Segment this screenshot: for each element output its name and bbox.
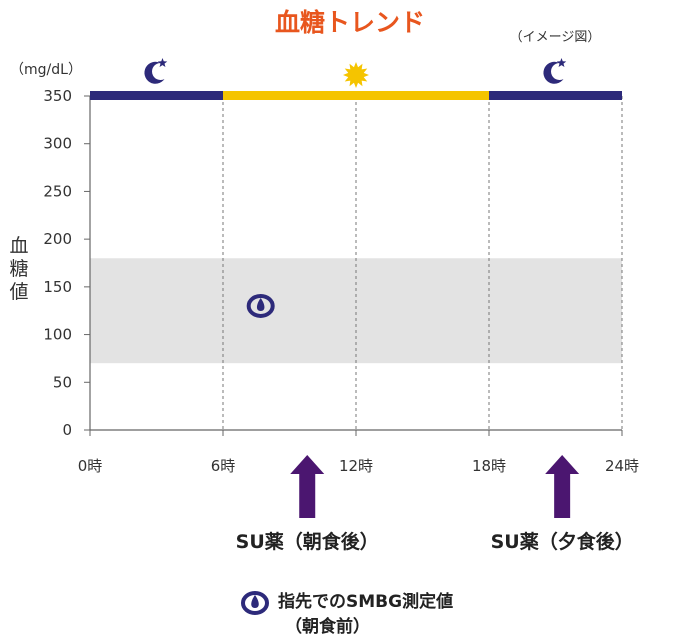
y-tick-label: 250 [43, 182, 72, 200]
drop-marker-shape [241, 591, 269, 615]
x-tick-label: 0時 [78, 457, 103, 475]
y-tick-label: 100 [43, 326, 72, 344]
moon-star-icon [144, 58, 168, 84]
y-unit-label: （mg/dL） [10, 62, 82, 78]
legend: 指先でのSMBG測定値 （朝食前） [241, 591, 453, 637]
x-tick-label: 6時 [211, 457, 236, 475]
medication-markers: SU薬（朝食後） SU薬（夕食後） [236, 455, 634, 553]
sun-icon [343, 62, 369, 88]
y-tick-label: 0 [62, 421, 72, 439]
x-ticks: 0時 6時 12時 18時 24時 [78, 430, 639, 475]
y-tick-label: 300 [43, 135, 72, 153]
day-night-bar [90, 58, 622, 100]
medication-label: SU薬（夕食後） [491, 530, 634, 553]
medication-marker: SU薬（夕食後） [491, 455, 634, 553]
y-tick-label: 50 [53, 373, 72, 391]
y-tick-label: 150 [43, 278, 72, 296]
legend-line-2: （朝食前） [285, 616, 370, 637]
drop-marker-icon [241, 591, 269, 615]
y-tick-label: 350 [43, 87, 72, 105]
y-axis-label: 血糖値 [9, 235, 28, 303]
chart-title: 血糖トレンド [275, 8, 425, 37]
x-tick-label: 24時 [605, 457, 639, 475]
up-arrow-icon [545, 455, 580, 518]
y-axis-label-char: 糖 [9, 258, 28, 280]
up-arrow-icon [290, 455, 325, 518]
x-tick-label: 18時 [472, 457, 506, 475]
legend-line-1: 指先でのSMBG測定値 [278, 591, 453, 612]
chart-subtitle: （イメージ図） [510, 30, 601, 45]
day-bar-day-segment [223, 91, 489, 100]
target-range-band [90, 258, 622, 364]
moon-star-icon [543, 58, 567, 84]
day-bar-night-segment [489, 91, 622, 100]
y-tick-label: 200 [43, 230, 72, 248]
target-range-rect [90, 258, 622, 364]
medication-marker: SU薬（朝食後） [236, 455, 379, 553]
medication-label: SU薬（朝食後） [236, 530, 379, 553]
data-points [246, 293, 275, 318]
smbg-point [246, 293, 275, 318]
x-tick-label: 12時 [339, 457, 373, 475]
day-bar-night-segment [90, 91, 223, 100]
y-axis-label-char: 血 [9, 235, 28, 257]
grid [222, 96, 623, 430]
y-ticks: 0 50 100 150 200 250 300 350 [43, 87, 90, 439]
y-axis-label-char: 値 [9, 281, 28, 303]
